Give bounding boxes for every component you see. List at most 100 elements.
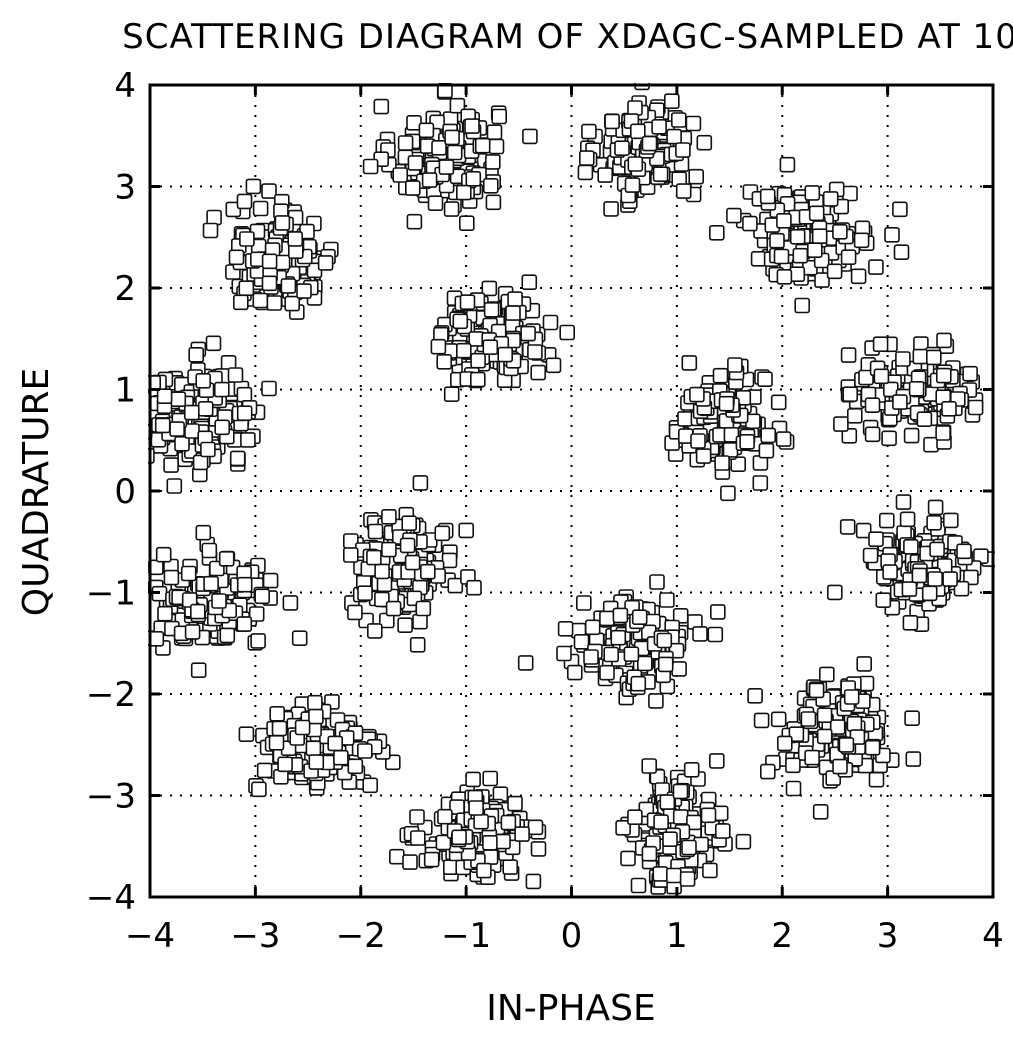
data-point — [785, 780, 802, 797]
y-tick-label: −3 — [86, 777, 136, 817]
data-point — [542, 314, 559, 331]
data-point — [936, 332, 952, 349]
data-point — [840, 249, 857, 265]
data-point — [238, 726, 255, 743]
data-point — [381, 508, 397, 525]
data-point — [455, 184, 472, 201]
data-point — [967, 399, 984, 416]
data-point — [437, 808, 453, 825]
data-point — [739, 433, 755, 450]
data-point — [583, 649, 599, 665]
data-point — [266, 295, 283, 311]
data-point — [474, 137, 491, 154]
data-point — [307, 694, 323, 711]
data-point — [925, 349, 942, 366]
cluster — [148, 524, 299, 679]
data-point — [856, 656, 873, 672]
data-point — [750, 251, 767, 267]
data-point — [631, 609, 648, 626]
data-point — [397, 135, 414, 151]
data-point — [902, 614, 919, 631]
data-point — [811, 228, 828, 244]
y-tick-label: 1 — [114, 371, 136, 411]
grid-lines — [150, 85, 993, 897]
data-point — [962, 365, 978, 382]
data-point — [656, 632, 673, 649]
data-point — [155, 546, 172, 563]
data-point — [779, 156, 796, 173]
y-tick-label: −1 — [86, 574, 136, 614]
data-point — [373, 98, 390, 115]
data-point — [566, 664, 583, 681]
data-point — [662, 831, 678, 848]
data-point — [904, 710, 920, 727]
data-point — [872, 336, 889, 353]
data-point — [188, 346, 204, 363]
data-point — [677, 411, 693, 427]
data-point — [505, 305, 521, 321]
data-point — [770, 394, 787, 411]
data-point — [862, 547, 879, 564]
data-point — [708, 753, 725, 769]
data-point — [630, 675, 647, 692]
data-point — [727, 357, 743, 373]
data-point — [409, 636, 426, 653]
data-point — [597, 167, 614, 183]
data-point — [752, 475, 769, 491]
data-point — [203, 575, 219, 592]
data-point — [451, 829, 467, 846]
data-point — [612, 607, 629, 624]
x-tick-label: −4 — [125, 916, 175, 956]
cluster — [826, 494, 995, 633]
data-point — [507, 795, 523, 812]
cluster — [430, 274, 576, 403]
data-point — [814, 272, 830, 288]
data-point — [236, 616, 253, 632]
cluster — [708, 156, 910, 314]
data-point — [927, 571, 943, 587]
data-point — [465, 771, 481, 788]
data-point — [842, 185, 858, 202]
data-point — [458, 215, 475, 231]
data-point — [157, 605, 173, 622]
data-point — [228, 249, 245, 266]
data-point — [840, 347, 857, 363]
data-point — [449, 97, 466, 114]
y-axis-label: QUADRATURE — [16, 368, 57, 617]
data-point — [219, 627, 236, 644]
data-point — [953, 580, 970, 597]
data-point — [356, 743, 373, 759]
data-point — [726, 207, 742, 224]
data-point — [775, 431, 792, 447]
data-point — [956, 543, 972, 560]
data-point — [291, 630, 308, 647]
data-point — [692, 626, 708, 642]
x-tick-label: −3 — [230, 916, 280, 956]
data-point — [875, 592, 892, 609]
data-point — [148, 375, 161, 391]
data-point — [507, 291, 523, 307]
data-point — [205, 335, 222, 352]
data-point — [197, 400, 214, 417]
data-point — [497, 346, 514, 363]
data-point — [180, 565, 197, 582]
data-point — [274, 215, 291, 231]
data-point — [296, 283, 312, 299]
data-point — [192, 454, 209, 471]
data-point — [652, 166, 669, 182]
data-point — [545, 357, 562, 374]
data-point — [808, 682, 825, 699]
data-point — [409, 830, 426, 846]
data-point — [615, 819, 631, 836]
data-point — [240, 432, 256, 448]
data-point — [846, 715, 863, 732]
data-point — [695, 448, 712, 464]
data-point — [238, 280, 255, 297]
data-point — [776, 213, 792, 229]
data-point — [214, 419, 230, 436]
data-point — [404, 180, 421, 196]
data-point — [233, 294, 249, 311]
data-point — [446, 144, 463, 161]
data-point — [407, 155, 424, 171]
